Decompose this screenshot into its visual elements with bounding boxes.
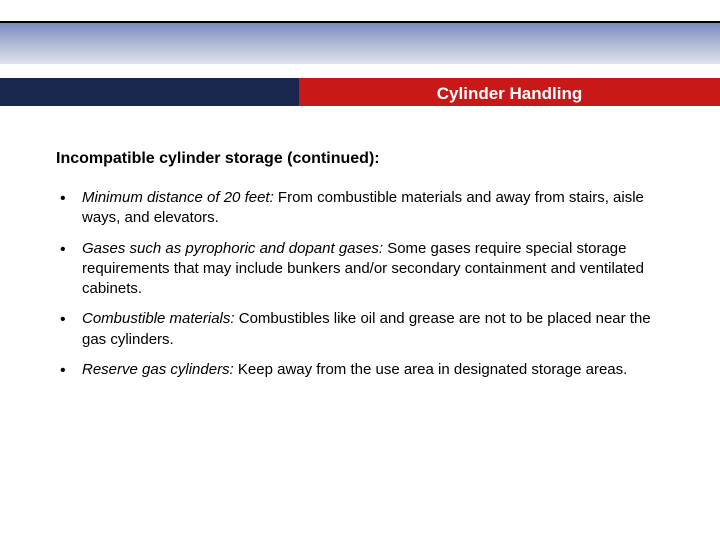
bullet-lead: Reserve gas cylinders: — [82, 361, 234, 378]
list-item: Combustible materials: Combustibles like… — [56, 309, 671, 350]
bullet-list: Minimum distance of 20 feet: From combus… — [56, 188, 671, 380]
header-divider — [0, 106, 720, 110]
bullet-lead: Combustible materials: — [82, 310, 235, 327]
bullet-lead: Minimum distance of 20 feet: — [82, 189, 274, 206]
bullet-lead: Gases such as pyrophoric and dopant gase… — [82, 240, 383, 257]
header-gradient-band — [0, 21, 720, 64]
list-item: Reserve gas cylinders: Keep away from th… — [56, 360, 671, 380]
content-subtitle: Incompatible cylinder storage (continued… — [56, 150, 671, 168]
slide-content: Incompatible cylinder storage (continued… — [56, 150, 671, 390]
header-red-bar: Cylinder Handling — [299, 78, 720, 109]
bullet-rest: Keep away from the use area in designate… — [234, 361, 628, 378]
list-item: Minimum distance of 20 feet: From combus… — [56, 188, 671, 229]
slide-title: Cylinder Handling — [437, 84, 582, 104]
list-item: Gases such as pyrophoric and dopant gase… — [56, 239, 671, 300]
